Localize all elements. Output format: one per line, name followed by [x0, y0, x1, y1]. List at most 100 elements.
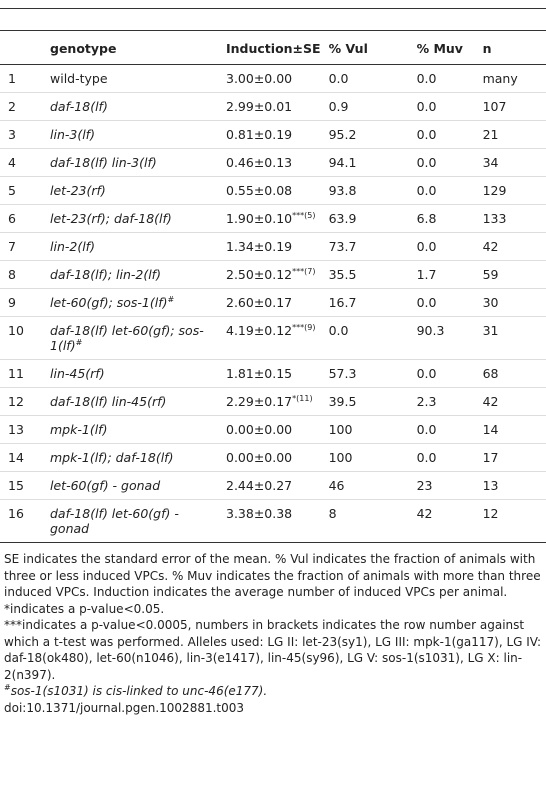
induction: 2.50±0.12 [226, 267, 293, 282]
muv: 0.0 [412, 176, 479, 205]
table-row: 9 let-60(gf); sos-1(lf)# 2.60±0.17 16.7 0.0 3… [0, 288, 546, 317]
induction: 0.00±0.00 [226, 450, 293, 465]
induction: 2.60±0.17 [226, 295, 293, 310]
induction-cell: 2.99±0.01 [222, 92, 325, 121]
n: 107 [478, 92, 546, 121]
induction: 0.55±0.08 [226, 183, 293, 198]
genotype-note: # [75, 337, 83, 347]
genotype: daf-18(lf) [50, 99, 108, 114]
n: 12 [478, 499, 546, 543]
induction-cell: 2.60±0.17 [222, 288, 325, 317]
row-index: 8 [0, 260, 46, 289]
n: many [482, 71, 518, 86]
row-index: 10 [0, 316, 46, 360]
row-index: 1 [8, 71, 16, 86]
row-index: 2 [0, 92, 46, 121]
induction-cell: 1.81±0.15 [222, 359, 325, 388]
row-index: 3 [0, 120, 46, 149]
table-row: 12 daf-18(lf) lin-45(rf) 2.29±0.17*(11) 39.… [0, 387, 546, 416]
table-row: 6 let-23(rf); daf-18(lf) 1.90±0.10***(5) 63… [0, 204, 546, 233]
induction-cell: 3.38±0.38 [222, 499, 325, 543]
induction-cell: 1.90±0.10***(5) [222, 204, 325, 233]
muv: 0.0 [416, 71, 437, 86]
row-index: 16 [0, 499, 46, 543]
vul: 0.0 [328, 71, 349, 86]
row-index: 12 [0, 387, 46, 416]
footnote-text: sos-1(s1031) is cis-linked to unc-46(e17… [10, 684, 268, 698]
induction-cell: 1.34±0.19 [222, 232, 325, 261]
table-row: 16 daf-18(lf) let-60(gf) - gonad 3.38±0.38… [0, 499, 546, 543]
footnote: #sos-1(s1031) is cis-linked to unc-46(e1… [4, 683, 542, 700]
column-header: genotype [46, 30, 222, 65]
induction: 0.46±0.13 [226, 155, 293, 170]
genotype-cell: daf-18(lf) lin-45(rf) [46, 387, 222, 416]
muv: 0.0 [412, 288, 479, 317]
genotype-note: # [167, 294, 175, 304]
n: 42 [478, 387, 546, 416]
table-row: 10 daf-18(lf) let-60(gf); sos-1(lf)# 4.19±… [0, 316, 546, 360]
index-header [0, 30, 46, 65]
table-row: 5 let-23(rf) 0.55±0.08 93.8 0.0 129 [0, 176, 546, 205]
n: 68 [478, 359, 546, 388]
footnote-text: ***indicates a p-value<0.0005, numbers i… [4, 618, 542, 682]
n: 13 [478, 471, 546, 500]
muv: 0.0 [412, 443, 479, 472]
vul: 94.1 [324, 148, 413, 177]
row-index: 9 [0, 288, 46, 317]
results-table: genotype Induction±SE% Vul% Muv n 1 wild-ty… [0, 30, 546, 543]
footnote: *indicates a p-value<0.05. [4, 601, 542, 618]
vul: 39.5 [324, 387, 413, 416]
muv: 23 [412, 471, 479, 500]
table-row: 1 wild-type 3.00±0.00 0.0 0.0 many [0, 65, 546, 93]
muv: 0.0 [412, 148, 479, 177]
induction-cell: 0.81±0.19 [222, 120, 325, 149]
vul: 16.7 [324, 288, 413, 317]
vul: 35.5 [324, 260, 413, 289]
genotype-cell: let-60(gf) - gonad [46, 471, 222, 500]
genotype: daf-18(lf); lin-2(lf) [50, 267, 161, 282]
row-index: 11 [0, 359, 46, 388]
n: 30 [478, 288, 546, 317]
genotype-cell: lin-3(lf) [46, 120, 222, 149]
footnote-text: *indicates a p-value<0.05. [4, 601, 165, 616]
table-row: 3 lin-3(lf) 0.81±0.19 95.2 0.0 21 [0, 120, 546, 149]
table-row: 11 lin-45(rf) 1.81±0.15 57.3 0.0 68 [0, 359, 546, 388]
muv: 0.0 [412, 92, 479, 121]
vul: 0.9 [324, 92, 413, 121]
footnote-text: doi:10.1371/journal.pgen.1002881.t003 [4, 700, 245, 715]
table-row: 7 lin-2(lf) 1.34±0.19 73.7 0.0 42 [0, 232, 546, 261]
genotype-cell: wild-type [46, 65, 222, 93]
table-row: 4 daf-18(lf) lin-3(lf) 0.46±0.13 94.1 0.0 34 [0, 148, 546, 177]
table-row: 13 mpk-1(lf) 0.00±0.00 100 0.0 14 [0, 415, 546, 444]
vul: 95.2 [324, 120, 413, 149]
genotype-cell: lin-2(lf) [46, 232, 222, 261]
muv: 0.0 [412, 359, 479, 388]
induction-cell: 4.19±0.12***(9) [222, 316, 325, 360]
genotype-cell: daf-18(lf) lin-3(lf) [46, 148, 222, 177]
footnote-text: SE indicates the standard error of the m… [4, 552, 541, 599]
row-index: 13 [0, 415, 46, 444]
induction-cell: 0.55±0.08 [222, 176, 325, 205]
vul: 63.9 [324, 204, 413, 233]
row-index: 14 [0, 443, 46, 472]
genotype: mpk-1(lf); daf-18(lf) [50, 450, 174, 465]
vul: 46 [324, 471, 413, 500]
significance: *(11) [292, 393, 313, 403]
induction: 1.34±0.19 [226, 239, 293, 254]
genotype-cell: let-60(gf); sos-1(lf)# [46, 288, 222, 317]
genotype-cell: mpk-1(lf) [46, 415, 222, 444]
muv: 90.3 [412, 316, 479, 360]
induction: 2.29±0.17 [226, 394, 293, 409]
genotype: lin-2(lf) [50, 239, 95, 254]
top-rule [0, 0, 546, 9]
induction-cell: 3.00±0.00 [222, 65, 325, 93]
footnotes: SE indicates the standard error of the m… [0, 543, 546, 716]
muv: 0.0 [412, 120, 479, 149]
n: 42 [478, 232, 546, 261]
genotype: daf-18(lf) lin-45(rf) [50, 394, 167, 409]
footnote: doi:10.1371/journal.pgen.1002881.t003 [4, 700, 542, 717]
muv: 2.3 [412, 387, 479, 416]
n: 133 [478, 204, 546, 233]
genotype: let-23(rf); daf-18(lf) [50, 211, 172, 226]
muv: 6.8 [412, 204, 479, 233]
